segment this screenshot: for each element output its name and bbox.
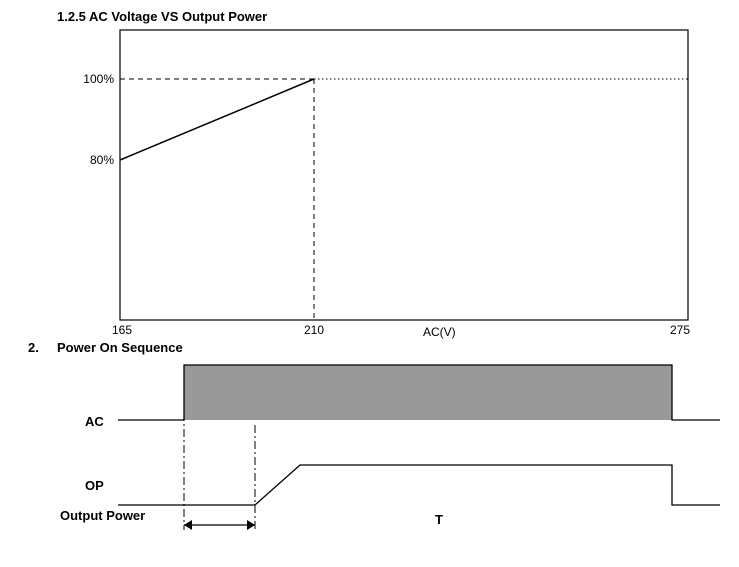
timing-ac-fill xyxy=(184,365,672,420)
diagram-svg xyxy=(0,0,739,567)
chart1-plot-border xyxy=(120,30,688,320)
timing-delay-arrow-head-left xyxy=(184,520,192,530)
timing-delay-arrow-head-right xyxy=(247,520,255,530)
timing-op-line xyxy=(118,465,720,505)
